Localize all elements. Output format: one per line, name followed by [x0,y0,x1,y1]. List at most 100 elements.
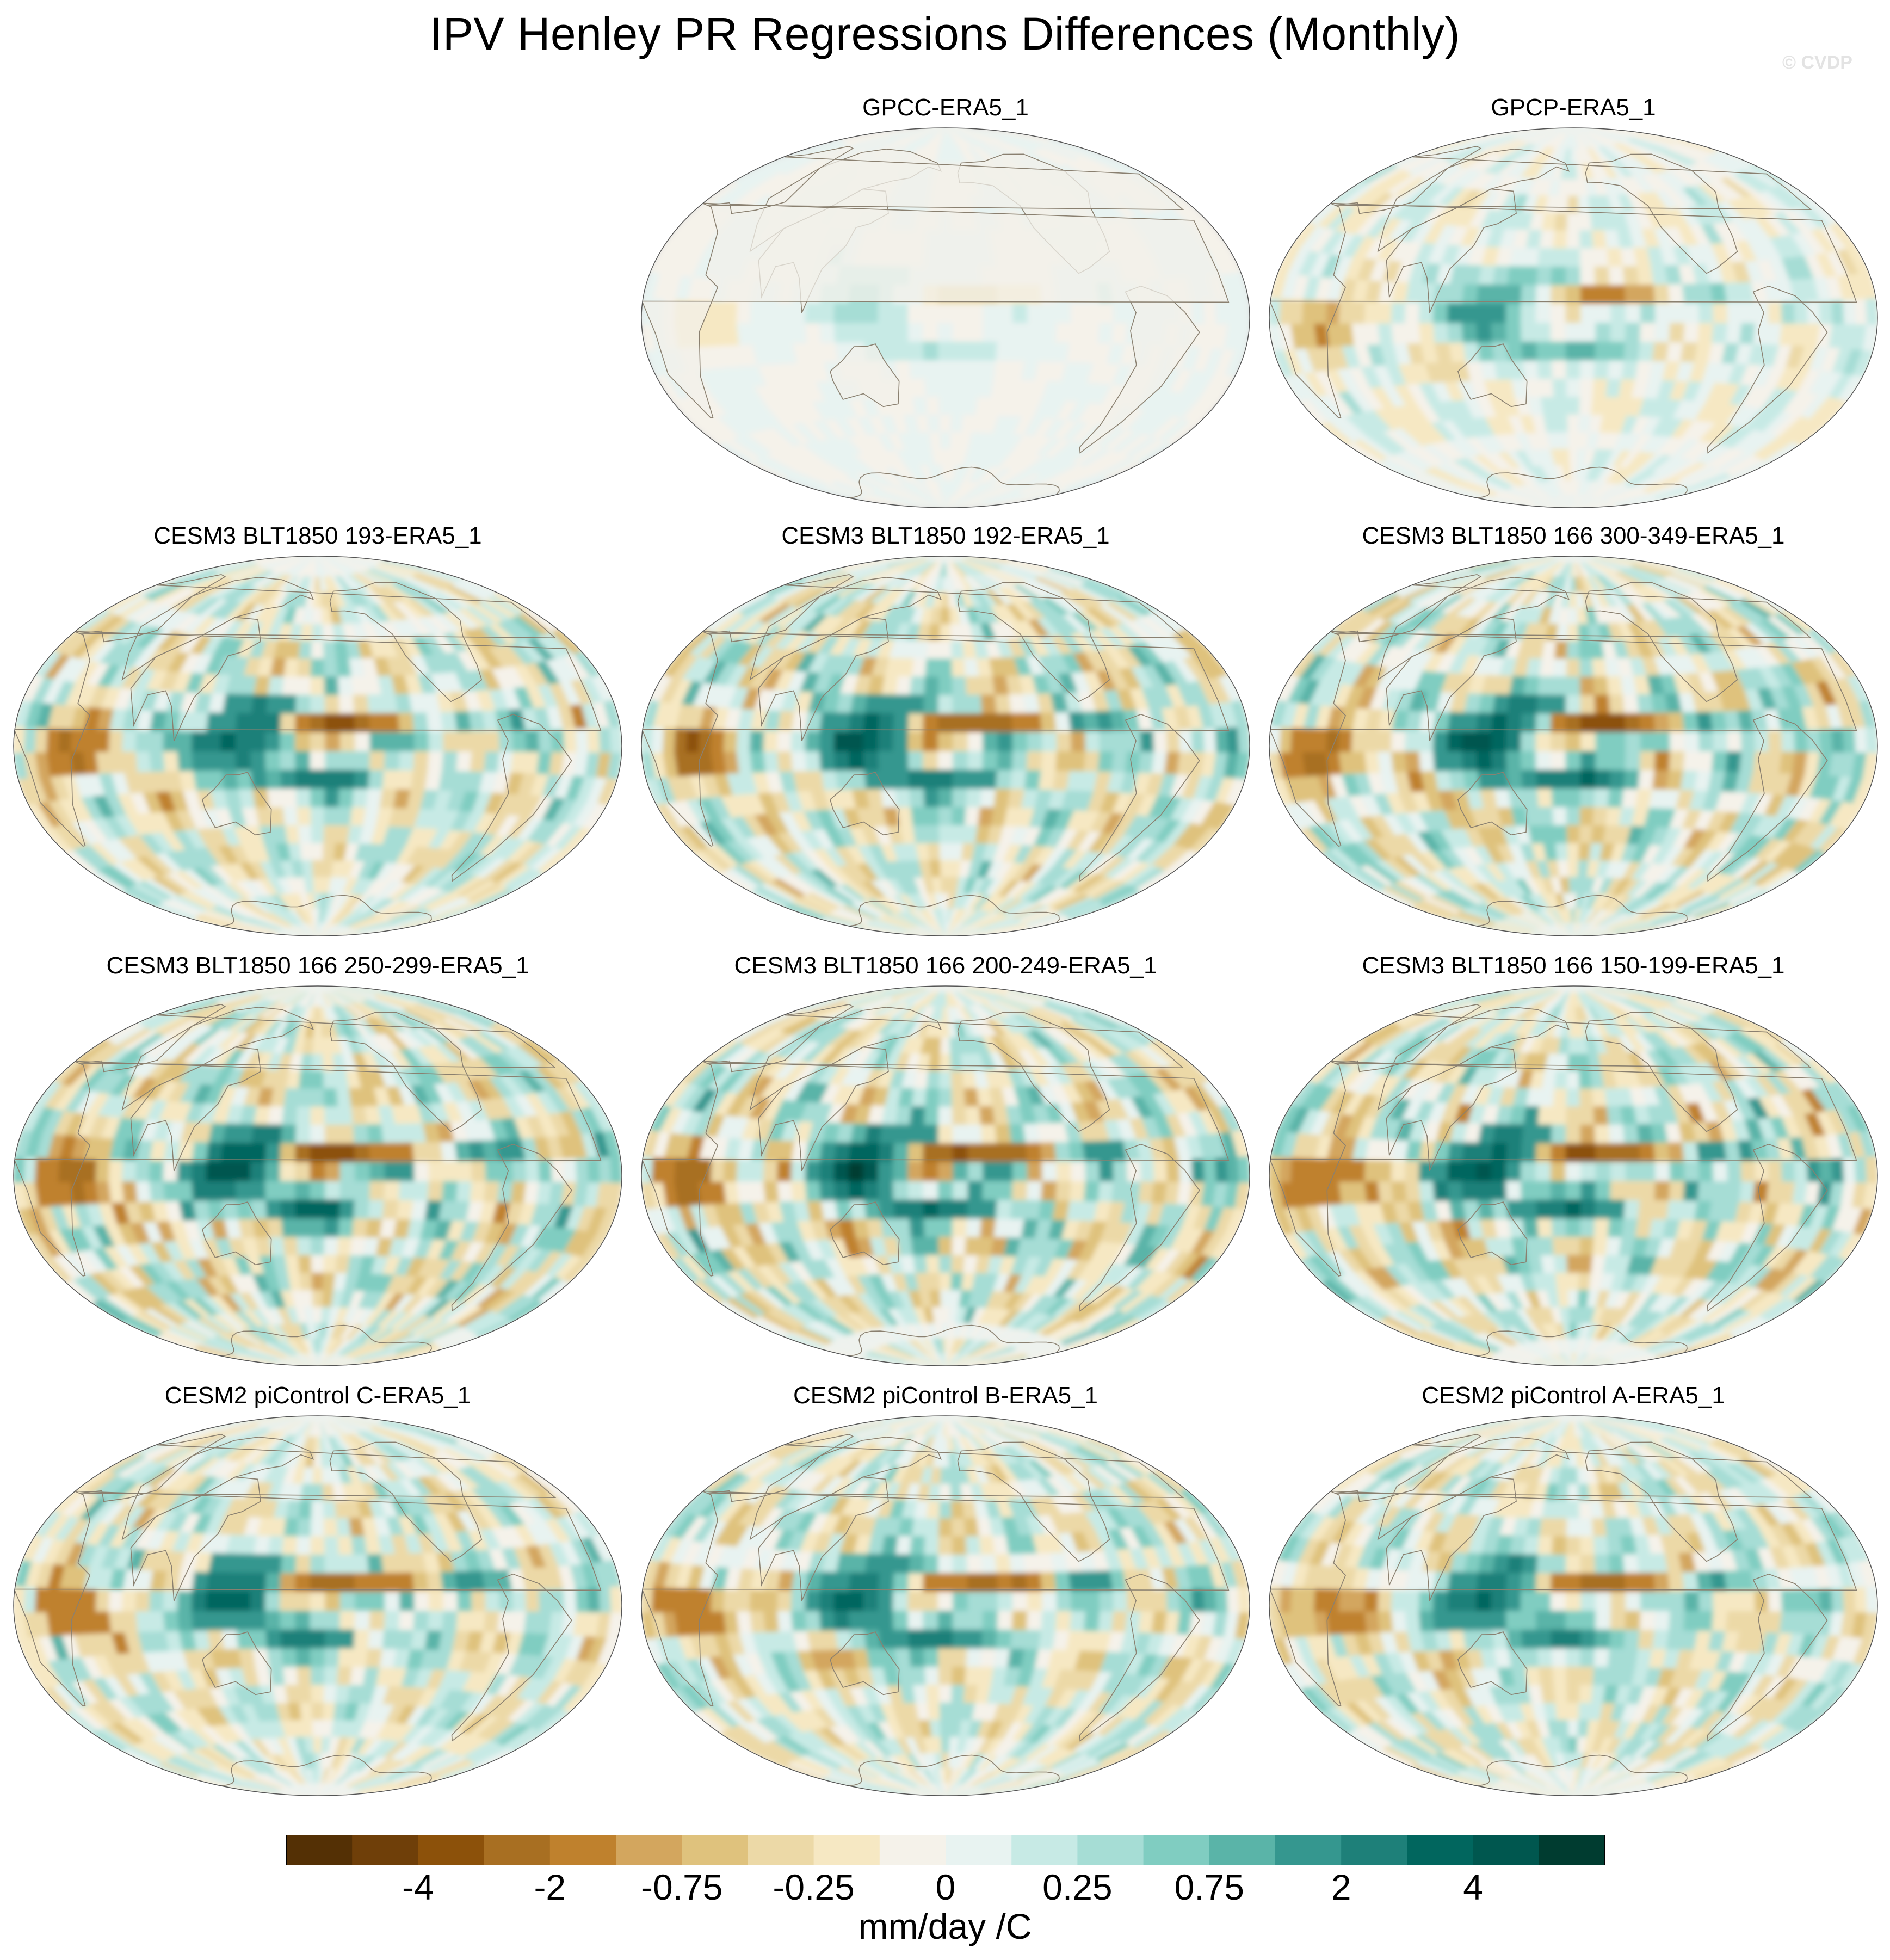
coastline [130,617,261,742]
field-cell [1608,266,1625,286]
field-cell [924,378,940,397]
field-cell [1843,727,1856,753]
field-cell [1568,448,1579,465]
field-cell [323,640,337,659]
field-cell [981,712,998,732]
field-cell [1084,750,1101,772]
field-cell [1153,729,1168,752]
field-cell [940,448,951,465]
field-cell [1566,128,1581,134]
field-cell [1505,322,1522,342]
field-cell [339,712,356,732]
field-cell [805,730,821,751]
field-cell [1819,299,1833,324]
field-cell [1639,750,1656,771]
field-cell [1279,298,1293,325]
field-cell [1595,303,1611,323]
field-cell [923,712,939,732]
field-cell [1405,750,1422,772]
field-cell [1653,712,1671,732]
field-cell [1580,787,1596,808]
field-cell [907,303,924,323]
field-cell [1565,731,1582,751]
field-cell [1567,195,1580,213]
field-cell [1580,694,1596,714]
field-cell [1684,731,1700,751]
field-cell [1011,750,1028,771]
field-cell [926,640,941,659]
field-cell [1326,728,1341,753]
field-cell [912,824,928,843]
field-cell [1580,284,1596,304]
field-cell [1509,246,1527,267]
field-cell [324,787,340,808]
field-cell [1580,769,1596,789]
field-cell [863,322,880,342]
field-cell [941,591,950,608]
field-cell [1313,299,1328,324]
field-cell [848,712,866,732]
field-cell [923,769,939,789]
field-cell [1593,247,1609,267]
map-plot [641,127,1250,508]
field-cell [1462,283,1479,304]
field-cell [177,750,194,772]
field-cell [1011,322,1028,342]
field-cell [939,623,952,642]
field-cell [235,750,252,771]
field-cell [368,712,386,732]
field-cell [177,730,193,751]
field-cell [324,806,339,825]
field-cell [1572,128,1575,134]
field-cell [456,750,473,772]
field-cell [937,303,954,323]
field-cell [1551,769,1567,789]
coastline [1334,145,1812,214]
field-cell [1338,300,1353,324]
field-cell [938,556,953,563]
field-cell [1507,265,1524,285]
field-cell [763,301,779,324]
field-cell [1538,378,1554,397]
field-cell [1476,303,1492,323]
map-border [13,556,622,936]
field-cell [940,128,952,134]
field-cell [316,556,319,563]
field-cell [1654,322,1671,342]
field-cell [849,769,867,790]
field-cell [1011,712,1028,732]
field-cell [1026,712,1043,732]
field-cell [1520,322,1537,342]
field-cell [1638,769,1656,790]
field-cell [1537,247,1554,267]
field-cell [1084,322,1101,343]
field-cell [383,712,400,732]
field-cell [819,711,837,732]
field-cell [736,323,753,345]
field-cell [944,128,947,134]
field-cell [940,431,952,449]
field-cell [313,556,323,563]
field-cell [1571,128,1577,134]
field-cell [1166,729,1181,752]
field-cell [1522,694,1539,714]
field-cell [311,623,324,642]
field-cell [1492,265,1510,285]
field-cell [399,731,415,751]
field-cell [939,842,952,860]
field-cell [981,341,998,361]
field-cell [1203,728,1217,753]
coastline [1707,285,1828,454]
field-cell [1026,322,1043,342]
field-cell [1610,731,1627,751]
field-cell [1566,359,1581,379]
field-cell [1055,322,1072,343]
field-cell [1697,750,1714,772]
field-cell [1639,322,1656,342]
field-cell [950,640,965,659]
field-cell [1566,640,1580,659]
field-cell [412,711,429,732]
field-cell [878,769,895,790]
field-cell [339,750,356,770]
field-cell [1595,731,1611,751]
